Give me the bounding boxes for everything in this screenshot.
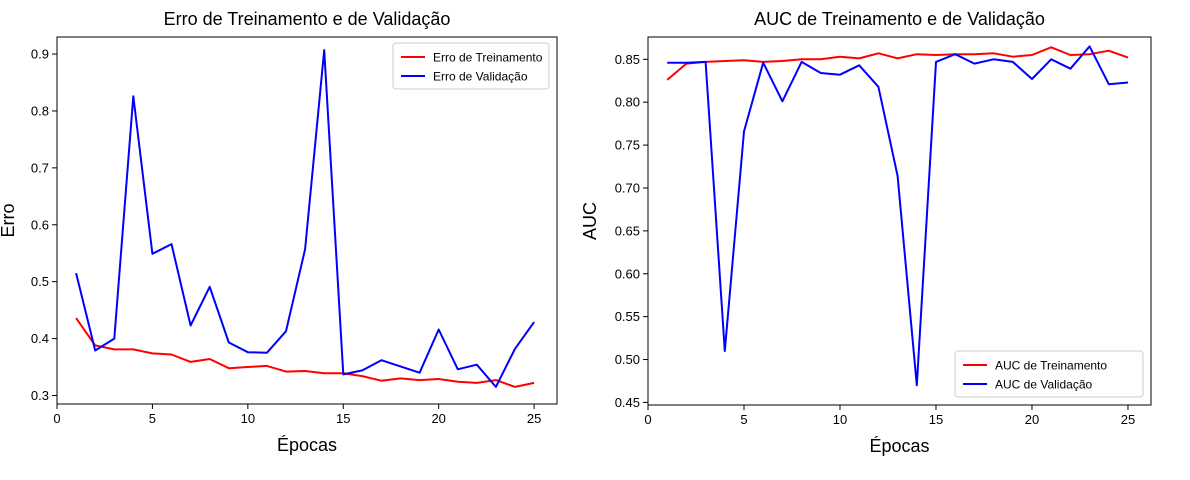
legend-label: Erro de Validação — [433, 70, 528, 84]
y-axis-label: Erro — [0, 203, 18, 237]
legend-box — [392, 42, 550, 90]
chart-title: Erro de Treinamento e de Validação — [164, 9, 451, 29]
series-line-1 — [666, 46, 1129, 81]
x-tick-label: 25 — [527, 411, 541, 426]
series-line-2 — [667, 45, 1129, 387]
x-axis-label: Épocas — [869, 436, 929, 456]
y-tick-label: 0.4 — [31, 331, 49, 346]
plot-frame — [647, 36, 1152, 406]
y-tick-label: 0.9 — [31, 47, 49, 62]
y-tick-label: 0.3 — [31, 388, 49, 403]
y-axis-label: AUC — [580, 202, 600, 240]
x-tick-label: 15 — [929, 412, 943, 427]
chart-1: Erro de Treinamento e de Validação 0 5 10 15… — [0, 9, 558, 455]
legend-label: AUC de Treinamento — [995, 359, 1107, 373]
y-tick-label: 0.45 — [615, 395, 640, 410]
x-tick-label: 5 — [149, 411, 156, 426]
x-tick-label: 0 — [53, 411, 60, 426]
y-tick-label: 0.80 — [615, 95, 640, 110]
y-tick-label: 0.8 — [31, 103, 49, 118]
legend: AUC de Treinamento AUC de Validação — [954, 350, 1144, 398]
x-tick-label: 0 — [644, 412, 651, 427]
y-tick-label: 0.85 — [615, 52, 640, 67]
legend-box — [954, 350, 1144, 398]
series-line-1 — [75, 317, 535, 388]
y-tick-label: 0.7 — [31, 160, 49, 175]
chart-2: AUC de Treinamento e de Validação 0 5 10 15 2… — [580, 9, 1152, 456]
x-tick-label: 15 — [336, 411, 350, 426]
y-tick-label: 0.70 — [615, 180, 640, 195]
y-tick-label: 0.65 — [615, 223, 640, 238]
y-tick-label: 0.75 — [615, 138, 640, 153]
x-axis-label: Épocas — [277, 435, 337, 455]
legend-label: AUC de Validação — [995, 378, 1092, 392]
x-tick-label: 10 — [833, 412, 847, 427]
y-tick-label: 0.55 — [615, 309, 640, 324]
legend: Erro de Treinamento Erro de Validação — [392, 42, 550, 90]
x-tick-label: 5 — [740, 412, 747, 427]
x-tick-label: 20 — [1025, 412, 1039, 427]
series-line-2 — [75, 49, 535, 388]
plot-frame — [56, 36, 558, 405]
legend-label: Erro de Treinamento — [433, 51, 543, 65]
chart-title: AUC de Treinamento e de Validação — [754, 9, 1045, 29]
y-tick-label: 0.50 — [615, 352, 640, 367]
x-tick-label: 20 — [431, 411, 445, 426]
y-tick-label: 0.5 — [31, 274, 49, 289]
x-tick-label: 25 — [1121, 412, 1135, 427]
x-tick-label: 10 — [241, 411, 255, 426]
y-tick-label: 0.60 — [615, 266, 640, 281]
y-tick-label: 0.6 — [31, 217, 49, 232]
